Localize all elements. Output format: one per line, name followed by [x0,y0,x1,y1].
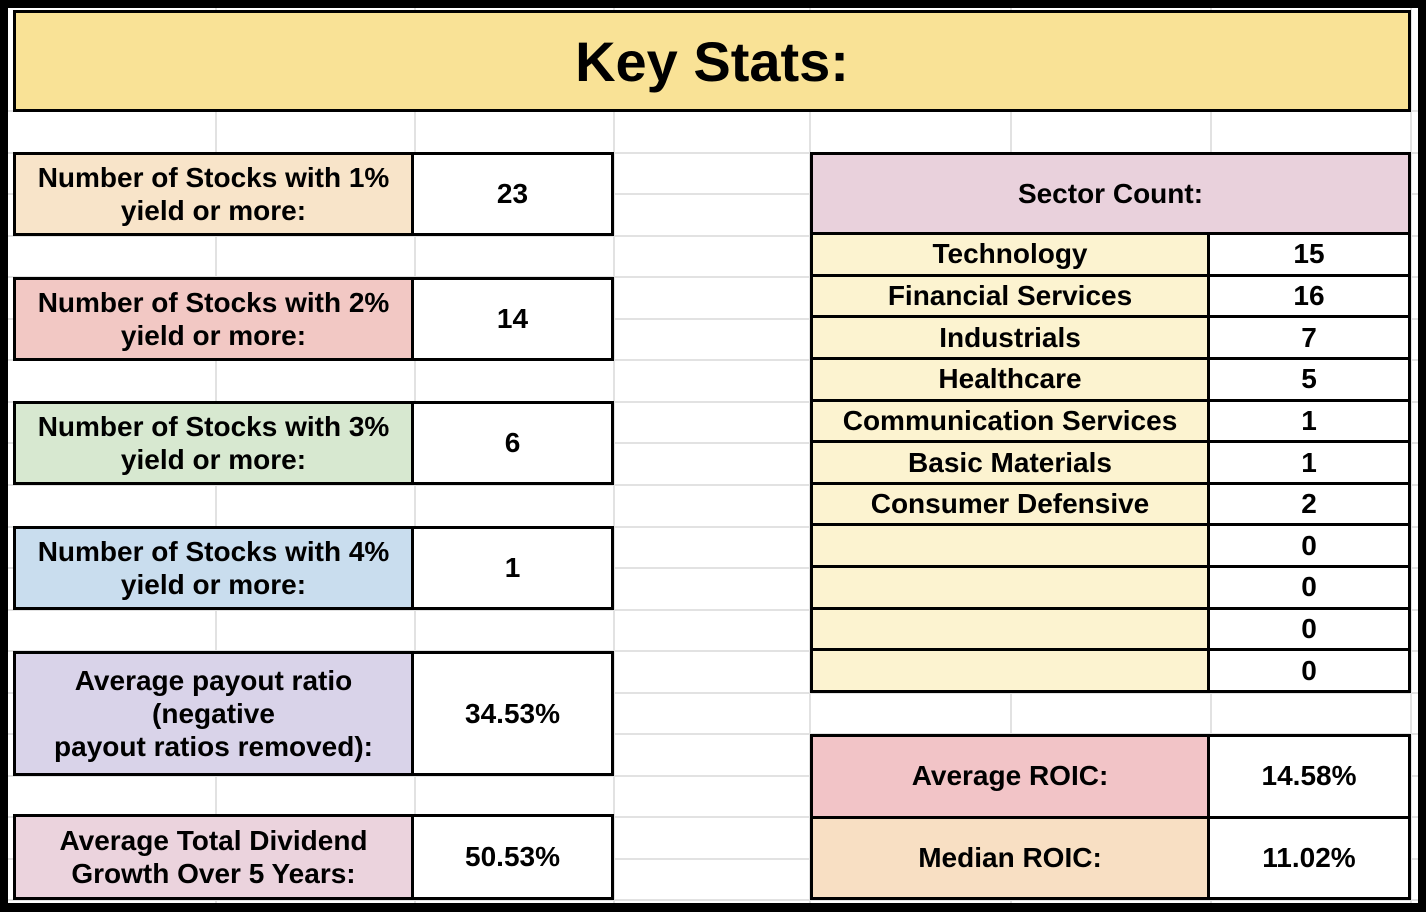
sector-label-cell[interactable] [813,651,1210,691]
gridline-horizontal [8,484,1418,486]
sector-row: Healthcare 5 [813,359,1408,402]
gridline-horizontal [8,318,1418,320]
median-roic-row: Median ROIC: 11.02% [813,818,1408,897]
sector-row: Communication Services 1 [813,401,1408,444]
sector-label-cell[interactable]: Financial Services [813,276,1210,316]
sector-row: Financial Services 16 [813,276,1408,319]
stat-3pct-yield: Number of Stocks with 3% yield or more: … [13,401,614,485]
stat-3pct-yield-label-cell[interactable]: Number of Stocks with 3% yield or more: [13,401,414,485]
sector-label-cell[interactable]: Consumer Defensive [813,484,1210,524]
average-roic-label-cell[interactable]: Average ROIC: [813,737,1210,816]
median-roic-label-cell[interactable]: Median ROIC: [813,818,1210,897]
stat-1pct-yield-value-cell[interactable]: 23 [414,152,614,236]
stat-1pct-yield-label-cell[interactable]: Number of Stocks with 1% yield or more: [13,152,414,236]
sector-row: Basic Materials 1 [813,443,1408,485]
stat-3pct-yield-value-cell[interactable]: 6 [414,401,614,485]
stat-avg-payout-ratio: Average payout ratio (negative payout ra… [13,651,614,776]
sector-value-cell[interactable]: 0 [1210,651,1408,691]
sector-row: Industrials 7 [813,318,1408,360]
stat-avg-dividend-growth-label-cell[interactable]: Average Total Dividend Growth Over 5 Yea… [13,814,414,900]
sector-label-cell[interactable] [813,526,1210,566]
sector-rows: Technology 15 Financial Services 16 Industri… [813,235,1408,691]
key-stats-banner-cell[interactable]: Key Stats: [13,10,1411,112]
gridline-horizontal [8,526,1418,528]
gridline-vertical [613,8,615,903]
stat-avg-dividend-growth-value-cell[interactable]: 50.53% [414,814,614,900]
gridline-horizontal [8,692,1418,694]
sector-value-cell[interactable]: 7 [1210,318,1408,357]
sector-label-cell[interactable]: Basic Materials [813,443,1210,482]
sector-count-table: Sector Count: Technology 15 Financial Serv… [810,152,1411,693]
sector-label-cell[interactable]: Communication Services [813,401,1210,441]
gridline-horizontal [8,775,1418,777]
stat-4pct-yield-value-cell[interactable]: 1 [414,526,614,610]
sector-label-cell[interactable] [813,568,1210,607]
sector-value-cell[interactable]: 0 [1210,568,1408,607]
stat-2pct-yield: Number of Stocks with 2% yield or more: … [13,277,614,361]
gridline-horizontal [8,276,1418,278]
gridline-horizontal [8,609,1418,611]
stat-1pct-yield: Number of Stocks with 1% yield or more: … [13,152,614,236]
gridline-horizontal [8,816,1418,818]
sector-value-cell[interactable]: 1 [1210,401,1408,441]
sector-value-cell[interactable]: 0 [1210,609,1408,649]
stat-4pct-yield-label-cell[interactable]: Number of Stocks with 4% yield or more: [13,526,414,610]
median-roic-value-cell[interactable]: 11.02% [1210,818,1408,897]
gridline-horizontal [8,152,1418,154]
sector-row: 0 [813,609,1408,652]
gridline-horizontal [8,899,1418,901]
gridline-horizontal [8,567,1418,569]
gridline-horizontal [8,401,1418,403]
sector-value-cell[interactable]: 1 [1210,443,1408,482]
gridline-horizontal [8,650,1418,652]
gridline-horizontal [8,733,1418,735]
gridline-horizontal [8,858,1418,860]
gridline-horizontal [8,442,1418,444]
gridline-horizontal [8,193,1418,195]
stat-avg-dividend-growth: Average Total Dividend Growth Over 5 Yea… [13,814,614,900]
sector-label-cell[interactable] [813,609,1210,649]
gridline-vertical [1410,8,1412,903]
stat-2pct-yield-label-cell[interactable]: Number of Stocks with 2% yield or more: [13,277,414,361]
sector-row: 0 [813,651,1408,691]
sector-value-cell[interactable]: 5 [1210,359,1408,399]
roic-table: Average ROIC: 14.58% Median ROIC: 11.02% [810,734,1411,900]
sector-row: Consumer Defensive 2 [813,484,1408,527]
stat-avg-payout-ratio-value-cell[interactable]: 34.53% [414,651,614,776]
sector-row: 0 [813,568,1408,610]
sector-row: 0 [813,526,1408,569]
sector-value-cell[interactable]: 15 [1210,235,1408,274]
sector-row: Technology 15 [813,235,1408,277]
sector-label-cell[interactable]: Technology [813,235,1210,274]
average-roic-row: Average ROIC: 14.58% [813,737,1408,819]
stat-avg-payout-ratio-label-cell[interactable]: Average payout ratio (negative payout ra… [13,651,414,776]
average-roic-value-cell[interactable]: 14.58% [1210,737,1408,816]
sector-value-cell[interactable]: 0 [1210,526,1408,566]
gridline-horizontal [8,359,1418,361]
stat-2pct-yield-value-cell[interactable]: 14 [414,277,614,361]
sector-value-cell[interactable]: 16 [1210,276,1408,316]
sector-label-cell[interactable]: Industrials [813,318,1210,357]
gridline-horizontal [8,235,1418,237]
sector-count-header-cell[interactable]: Sector Count: [813,155,1408,235]
stat-4pct-yield: Number of Stocks with 4% yield or more: … [13,526,614,610]
sector-label-cell[interactable]: Healthcare [813,359,1210,399]
sector-value-cell[interactable]: 2 [1210,484,1408,524]
